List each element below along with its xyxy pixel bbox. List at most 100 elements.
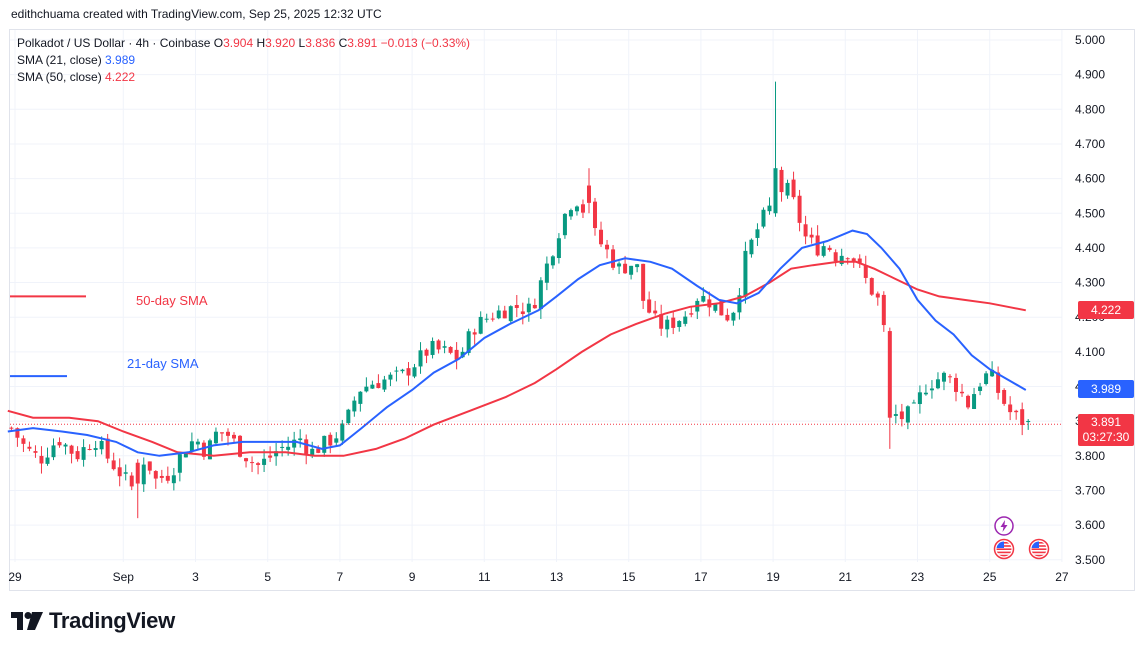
candle-body — [51, 445, 56, 458]
candle-body — [466, 331, 471, 353]
candle-body — [376, 383, 381, 389]
time-tick-label: 7 — [337, 570, 344, 584]
candle-body — [623, 263, 628, 274]
candle-body — [75, 451, 80, 460]
candle-body — [875, 293, 880, 298]
candle-body — [1026, 420, 1031, 423]
sma21-legend-value: 3.989 — [105, 53, 136, 67]
candle-body — [743, 250, 748, 297]
candle-body — [346, 409, 351, 424]
candle-body — [689, 313, 694, 315]
candle-body — [839, 255, 844, 265]
time-tick-label: 25 — [983, 570, 997, 584]
candle-body — [448, 347, 453, 353]
candle-body — [641, 263, 646, 301]
candle-body — [388, 374, 393, 380]
time-tick-label: 9 — [409, 570, 416, 584]
candle-body — [183, 453, 188, 458]
candle-body — [586, 185, 591, 203]
candle-body — [256, 463, 261, 465]
sma50-line — [7, 260, 1026, 457]
sma21-legend-row[interactable]: SMA (21, close) 3.989 — [17, 52, 470, 69]
us-flag-event-icon[interactable] — [993, 538, 1015, 560]
candle-body — [328, 434, 333, 446]
candle-body — [773, 168, 778, 214]
candle-body — [147, 461, 152, 471]
candle-body — [219, 432, 224, 434]
candle-body — [779, 169, 784, 193]
candle-body — [605, 244, 610, 250]
candle-body — [737, 295, 742, 313]
candle-body — [454, 349, 459, 360]
candle-body — [562, 213, 567, 236]
candle-body — [725, 314, 730, 321]
candle-body — [935, 379, 940, 389]
candle-body — [960, 391, 965, 394]
candle-body — [887, 331, 892, 418]
sma50-legend-row[interactable]: SMA (50, close) 4.222 — [17, 69, 470, 86]
candle-body — [701, 296, 706, 302]
ohlc-open-label: O — [213, 36, 224, 50]
candle-body — [677, 321, 682, 328]
candle-body — [821, 246, 826, 256]
time-tick-label: 27 — [1055, 570, 1069, 584]
candle-body — [532, 304, 537, 309]
price-tick-label: 3.600 — [1075, 518, 1105, 532]
candle-body — [400, 369, 405, 372]
candle-body — [250, 462, 255, 464]
price-tick-label: 4.500 — [1075, 206, 1105, 220]
candle-body — [1014, 410, 1019, 413]
chart-pane[interactable] — [9, 29, 1135, 591]
price-tick-label: 3.800 — [1075, 449, 1105, 463]
candle-body — [508, 306, 513, 322]
candle-body — [785, 182, 790, 196]
candle-body — [629, 265, 634, 275]
candle-body — [917, 392, 922, 405]
candle-body — [990, 369, 995, 377]
candle-body — [316, 448, 321, 453]
candle-body — [881, 294, 886, 326]
candle-body — [268, 455, 273, 458]
candle-body — [617, 263, 622, 267]
bar-countdown: 03:27:30 — [1082, 430, 1130, 444]
candle-body — [87, 448, 92, 450]
candle-body — [27, 446, 32, 449]
candle-body — [996, 372, 1001, 393]
lightning-event-icon[interactable] — [993, 515, 1015, 537]
candle-body — [99, 440, 104, 450]
us-flag-event-icon[interactable] — [1028, 538, 1050, 560]
candle-body — [171, 475, 176, 484]
candle-body — [978, 386, 983, 391]
time-tick-label: 11 — [478, 570, 491, 584]
candle-body — [111, 460, 116, 470]
candle-body — [803, 224, 808, 237]
candle-body — [947, 376, 952, 378]
tradingview-mark-icon — [11, 612, 43, 630]
candle-body — [310, 448, 315, 457]
sma50-legend-label: SMA (50, close) — [17, 70, 102, 84]
candle-body — [238, 435, 243, 457]
candle-body — [262, 458, 267, 465]
candle-body — [195, 441, 200, 445]
candle-body — [201, 442, 206, 457]
candle-body — [496, 310, 501, 319]
candle-body — [177, 454, 182, 473]
candle-body — [514, 304, 519, 308]
candle-body — [767, 205, 772, 212]
candle-body — [653, 310, 658, 314]
time-tick-label: 13 — [550, 570, 564, 584]
sma-lines — [7, 229, 1027, 457]
sma21-price-tag: 3.989 — [1078, 380, 1134, 398]
tradingview-logo[interactable]: TradingView — [11, 608, 175, 634]
symbol-title[interactable]: Polkadot / US Dollar · 4h · Coinbase — [17, 36, 211, 50]
candle-body — [905, 406, 910, 423]
sma21-line — [7, 229, 1027, 457]
candle-body — [713, 304, 718, 311]
candle-body — [207, 440, 212, 460]
attribution-text: edithchuama created with TradingView.com… — [11, 7, 382, 21]
candle-body — [556, 238, 561, 259]
candle-body — [57, 442, 62, 446]
chart-legend: Polkadot / US Dollar · 4h · Coinbase O 3.… — [17, 35, 470, 86]
candle-body — [274, 451, 279, 457]
